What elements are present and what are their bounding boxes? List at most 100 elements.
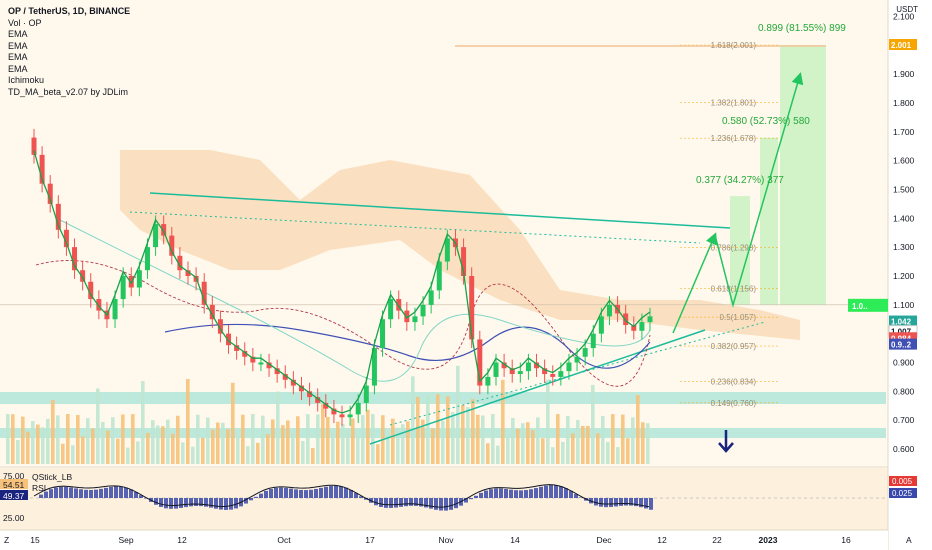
volume-bar — [506, 436, 510, 464]
date-tick-label: 22 — [712, 535, 722, 545]
qstick-bar — [309, 489, 313, 498]
candle-body — [185, 270, 191, 276]
support-zone-upper — [0, 392, 886, 404]
price-tick-label: 1.200 — [893, 271, 915, 281]
candle-body — [88, 281, 94, 300]
qstick-bar — [519, 490, 523, 498]
candle-body — [388, 299, 394, 320]
volume-bar — [451, 412, 455, 464]
volume-bar — [11, 414, 15, 464]
volume-bar — [511, 418, 515, 464]
volume-bar — [531, 430, 535, 464]
volume-bar — [96, 388, 100, 464]
qstick-bar — [619, 498, 623, 506]
legend-item-ema-1[interactable]: EMA — [8, 29, 28, 39]
volume-bar — [396, 427, 400, 464]
legend-item-ema-3[interactable]: EMA — [8, 52, 28, 62]
qstick-bar — [179, 498, 183, 508]
date-tick-label: Sep — [118, 535, 133, 545]
support-trendline — [369, 329, 706, 445]
price-tick-label: 1.100 — [893, 300, 915, 310]
volume-bar — [281, 425, 285, 464]
qstick-bar — [159, 498, 163, 507]
price-badge — [889, 315, 917, 327]
volume-bar — [336, 421, 340, 464]
candle-body — [517, 371, 523, 375]
price-tick-label: 1.500 — [893, 184, 915, 194]
volume-bars — [6, 365, 650, 464]
volume-bar — [371, 414, 375, 464]
td-step-line — [33, 150, 651, 414]
volume-bar — [171, 433, 175, 464]
volume-bar — [386, 435, 390, 464]
qstick-bar — [169, 498, 173, 509]
candle-body — [274, 368, 280, 375]
qstick-bar — [579, 497, 583, 498]
volume-bar — [276, 391, 280, 464]
volume-bar — [6, 414, 10, 464]
qstick-bar — [389, 498, 393, 508]
qstick-bar — [434, 498, 438, 510]
qstick-bar — [469, 498, 473, 500]
legend-item-td-ma[interactable]: TD_MA_beta_v2.07 by JDLim — [8, 86, 129, 97]
qstick-bar — [339, 486, 343, 498]
qstick-bar — [189, 498, 193, 507]
candle-body — [469, 275, 475, 340]
candle-body — [501, 362, 507, 369]
candle-body — [72, 247, 78, 271]
rsi-label: RSI — [32, 483, 46, 493]
qstick-bar — [244, 498, 248, 504]
chart-legend: OP / TetherUS, 1D, BINANCE Vol · OP EMA … — [8, 6, 130, 98]
candle-body — [331, 408, 337, 415]
axis-corner-right: A — [906, 535, 912, 545]
qstick-bar — [164, 498, 168, 509]
candle-body — [201, 281, 207, 305]
legend-item-ema-2[interactable]: EMA — [8, 40, 28, 51]
price-badge-text: 2.001 — [891, 41, 912, 50]
price-tick-label: 1.700 — [893, 127, 915, 137]
qstick-bar — [109, 486, 113, 498]
volume-bar — [61, 443, 65, 464]
volume-bar — [461, 404, 465, 464]
volume-bar — [151, 420, 155, 464]
qstick-bar — [644, 498, 648, 509]
price-tick-label: 0.900 — [893, 357, 915, 367]
volume-bar — [326, 416, 330, 464]
candle-body — [363, 385, 369, 403]
volume-bar — [481, 415, 485, 464]
volume-bar — [86, 418, 90, 464]
candle-body — [509, 368, 515, 375]
price-badge-text: 1.042 — [891, 318, 912, 327]
volume-bar — [166, 419, 170, 464]
qstick-bar — [204, 498, 208, 507]
price-badge-text: 1.007 — [891, 328, 912, 337]
qstick-bar — [494, 488, 498, 498]
volume-bar — [231, 382, 235, 464]
volume-bar — [31, 421, 35, 464]
candle-body — [307, 391, 313, 398]
rsi-tick-label: 25.00 — [3, 513, 25, 523]
candle-body — [315, 397, 321, 403]
volume-bar — [121, 414, 125, 464]
candle-body — [290, 379, 296, 386]
volume-bar — [311, 448, 315, 464]
qstick-bar — [304, 490, 308, 498]
volume-bar — [266, 434, 270, 464]
legend-item-ema-4[interactable]: EMA — [8, 63, 28, 74]
candle-body — [396, 299, 402, 311]
qstick-bar — [279, 487, 283, 498]
qstick-bar — [39, 494, 43, 498]
qstick-bar — [524, 490, 528, 498]
legend-item-vol[interactable]: Vol · OP — [8, 17, 42, 28]
qstick-bar — [224, 498, 228, 510]
volume-bar — [236, 437, 240, 464]
target-box-1 — [730, 196, 750, 305]
qstick-bar — [269, 488, 273, 498]
qstick-bar — [54, 487, 58, 498]
legend-title[interactable]: OP / TetherUS, 1D, BINANCE — [8, 6, 131, 16]
legend-item-ichimoku[interactable]: Ichimoku — [8, 75, 45, 85]
price-tick-label: 0.600 — [893, 444, 915, 454]
volume-bar — [541, 438, 545, 464]
qstick-bar — [384, 498, 388, 508]
